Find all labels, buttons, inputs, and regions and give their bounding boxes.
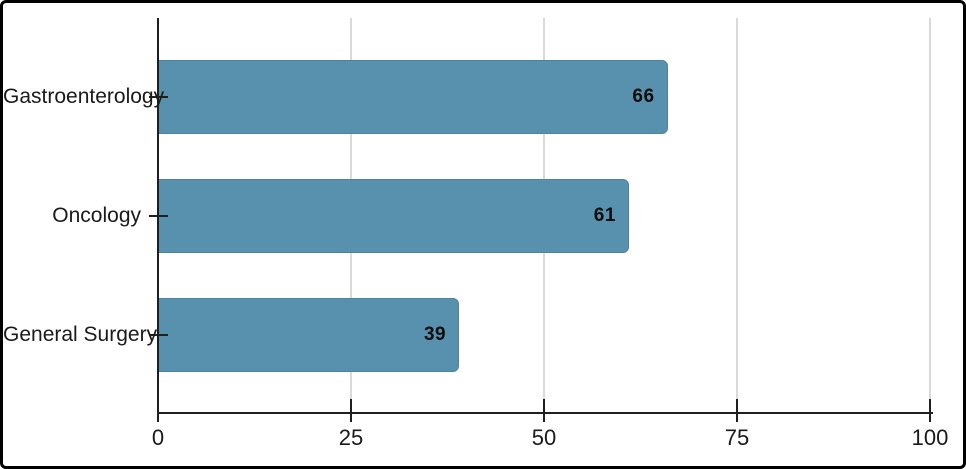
category-label: Oncology xyxy=(52,204,141,227)
category-axis-tick xyxy=(149,96,168,98)
x-axis-tick-label: 75 xyxy=(724,425,750,450)
bar-value-label: 61 xyxy=(593,205,616,226)
category-axis-tick xyxy=(149,334,168,336)
category-label: Gastroenterology xyxy=(3,85,165,108)
x-axis-tick xyxy=(157,399,159,422)
x-axis-tick-label: 50 xyxy=(531,425,557,450)
bar-gastroenterology: 66 xyxy=(158,60,668,134)
gridline xyxy=(929,18,931,413)
x-axis-tick-label: 0 xyxy=(151,425,165,450)
bar-general-surgery: 39 xyxy=(158,298,460,372)
bar-value-label: 66 xyxy=(632,86,655,107)
x-axis-tick xyxy=(736,399,738,422)
gridline xyxy=(736,18,738,413)
category-label: General Surgery xyxy=(3,323,158,346)
x-axis-line xyxy=(157,412,933,414)
bar-value-label: 39 xyxy=(423,324,447,345)
x-axis-tick-label: 100 xyxy=(911,425,949,450)
x-axis-tick xyxy=(350,399,352,422)
x-axis-tick xyxy=(543,399,545,422)
y-axis-line xyxy=(157,18,159,422)
category-axis-tick xyxy=(149,215,168,217)
bar-oncology: 61 xyxy=(158,179,629,253)
x-axis-tick-label: 25 xyxy=(338,425,364,450)
x-axis-tick xyxy=(929,399,931,422)
